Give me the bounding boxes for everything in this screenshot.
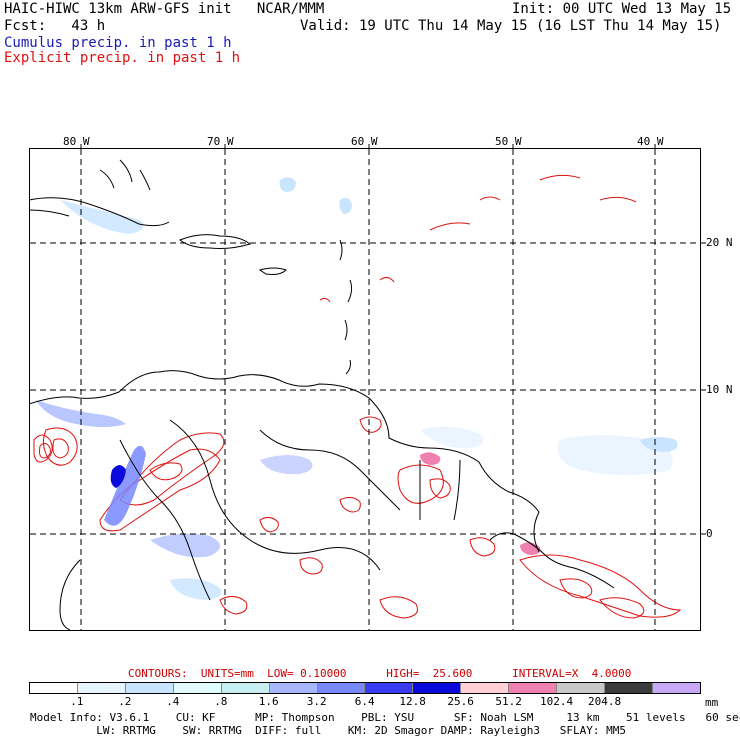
coastlines xyxy=(28,159,615,631)
model-info-line2: LW: RRTMG SW: RRTMG DIFF: full KM: 2D Sm… xyxy=(30,724,627,737)
lon-label-60w: 60 W xyxy=(351,135,378,148)
colorbar-tick-label: 25.6 xyxy=(447,695,474,708)
lat-label-20n: 20 N xyxy=(706,236,733,249)
colorbar-swatch xyxy=(651,683,700,693)
valid-time: Valid: 19 UTC Thu 14 May 15 (16 LST Thu … xyxy=(300,18,722,34)
colorbar-swatch xyxy=(220,683,269,693)
colorbar-swatch xyxy=(508,683,557,693)
colorbar xyxy=(29,682,701,694)
colorbar-swatch xyxy=(364,683,413,693)
colorbar-swatch xyxy=(76,683,125,693)
colorbar-tick-label: 12.8 xyxy=(399,695,426,708)
lat-lon-grid xyxy=(30,144,706,630)
colorbar-swatch xyxy=(268,683,317,693)
forecast-hour: Fcst: 43 h xyxy=(4,18,106,34)
colorbar-tick-label: 3.2 xyxy=(306,695,327,708)
colorbar-labels: .1 .2 .4 .8 1.6 3.2 6.4 12.8 25.6 51.2 102.4 204.8 xyxy=(0,696,740,710)
colorbar-tick-label: .4 xyxy=(166,695,180,708)
contour-info: CONTOURS: UNITS=mm LOW= 0.10000 HIGH= 25… xyxy=(128,667,632,680)
init-time: Init: 00 UTC Wed 13 May 15 xyxy=(512,1,732,17)
explicit-precip-contours xyxy=(33,174,682,619)
colorbar-tick-label: .8 xyxy=(214,695,228,708)
colorbar-tick-label: 51.2 xyxy=(495,695,522,708)
explicit-precip-label: Explicit precip. in past 1 h xyxy=(4,50,241,66)
colorbar-units: mm xyxy=(705,696,719,709)
lon-label-80w: 80 W xyxy=(63,135,90,148)
lon-label-70w: 70 W xyxy=(207,135,234,148)
colorbar-tick-label: 1.6 xyxy=(258,695,279,708)
colorbar-swatch xyxy=(316,683,365,693)
colorbar-swatch xyxy=(556,683,605,693)
model-info-line1: Model Info: V3.6.1 CU: KF MP: Thompson P… xyxy=(30,711,740,724)
colorbar-swatch xyxy=(172,683,221,693)
lat-label-0: 0 xyxy=(706,527,713,540)
lon-label-40w: 40 W xyxy=(637,135,664,148)
cumulus-precip-label: Cumulus precip. in past 1 h xyxy=(4,35,232,51)
colorbar-tick-label: .1 xyxy=(70,695,84,708)
lat-label-10n: 10 N xyxy=(706,383,733,396)
colorbar-tick-label: 102.4 xyxy=(540,695,574,708)
colorbar-swatch xyxy=(460,683,509,693)
colorbar-tick-label: .2 xyxy=(118,695,132,708)
cumulus-precip-shading xyxy=(36,177,678,600)
model-title: HAIC-HIWC 13km ARW-GFS init NCAR/MMM xyxy=(4,1,325,17)
lon-label-50w: 50 W xyxy=(495,135,522,148)
colorbar-swatch xyxy=(604,683,652,693)
colorbar-tick-label: 204.8 xyxy=(588,695,622,708)
colorbar-tick-label: 6.4 xyxy=(354,695,375,708)
colorbar-swatch xyxy=(30,683,77,693)
colorbar-swatch xyxy=(124,683,173,693)
colorbar-swatch xyxy=(412,683,461,693)
